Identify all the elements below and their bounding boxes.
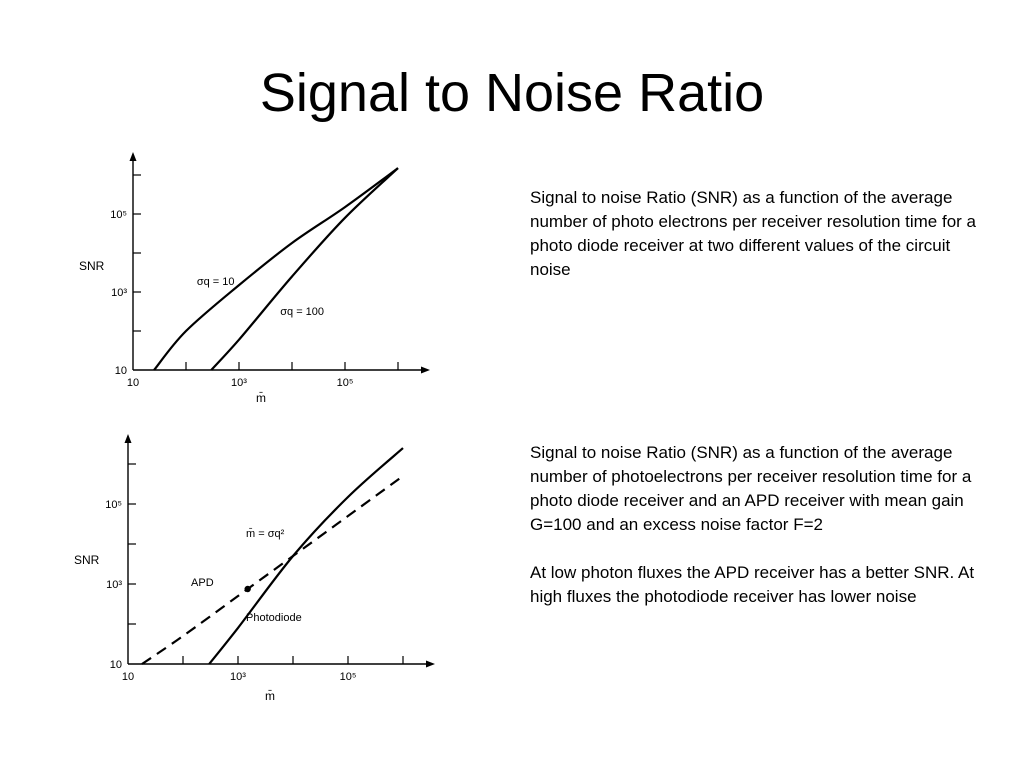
x-axis-title: m̄ — [256, 391, 266, 405]
series-apd-line — [141, 475, 404, 665]
annotation-apd: APD — [191, 577, 214, 589]
chart-apd-vs-photodiode-svg: 10 10³ 10⁵ 10 10³ 10⁵ APD Photodiode m̄ = σq² SN… — [74, 434, 435, 703]
x-axis-arrow — [426, 660, 435, 668]
x-tick-label: 10³ — [230, 671, 246, 683]
y-axis-arrow — [124, 434, 132, 443]
series-q-100-line — [210, 167, 399, 371]
x-tick-label: 10⁵ — [337, 377, 354, 389]
x-axis-arrow — [421, 366, 430, 374]
y-tick-label: 10 — [115, 365, 127, 377]
annotation-m-q: m̄ = σq² — [246, 527, 285, 540]
annotation-q-100: σq = 100 — [280, 306, 324, 318]
chart-apd-vs-photodiode: 10 10³ 10⁵ 10 10³ 10⁵ APD Photodiode m̄ = σq² SN… — [70, 432, 440, 708]
plot-layer: 10 10³ 10⁵ 10 10³ 10⁵ APD Photodiode m̄ = σq² — [105, 434, 435, 683]
y-axis-title: SNR — [74, 553, 100, 567]
slide-title: Signal to Noise Ratio — [259, 63, 765, 123]
y-tick-label: 10³ — [111, 287, 127, 299]
annotation-photodiode: Photodiode — [246, 612, 302, 624]
x-tick-label: 10 — [127, 377, 139, 389]
description-bottom: Signal to noise Ratio (SNR) as a functio… — [530, 441, 1000, 609]
y-axis-arrow — [129, 152, 137, 161]
description-top: Signal to noise Ratio (SNR) as a functio… — [530, 186, 990, 282]
chart-circuit-noise: 10 10³ 10⁵ 10 10³ 10⁵ σq = 10 σq = 100 SNR m̄ — [75, 150, 435, 410]
series-q-10-line — [153, 167, 399, 371]
x-tick-label: 10⁵ — [340, 671, 357, 683]
x-tick-label: 10³ — [231, 377, 247, 389]
annotation-q-10: σq = 10 — [197, 276, 235, 288]
description-top-text: Signal to noise Ratio (SNR) as a functio… — [530, 188, 977, 279]
y-tick-label: 10³ — [106, 579, 122, 591]
crossover-point — [244, 585, 251, 593]
series-photodiode-line — [208, 447, 404, 665]
plot-layer: 10 10³ 10⁵ 10 10³ 10⁵ σq = 10 σq = 100 — [110, 152, 430, 389]
y-tick-label: 10⁵ — [110, 209, 127, 221]
y-tick-label: 10⁵ — [105, 499, 122, 511]
y-axis-title: SNR — [79, 259, 105, 273]
y-tick-label: 10 — [110, 659, 122, 671]
x-tick-label: 10 — [122, 671, 134, 683]
description-bottom-text-1: Signal to noise Ratio (SNR) as a functio… — [530, 443, 972, 534]
chart-circuit-noise-svg: 10 10³ 10⁵ 10 10³ 10⁵ σq = 10 σq = 100 SNR m̄ — [79, 152, 430, 405]
description-bottom-text-2: At low photon fluxes the APD receiver ha… — [530, 563, 975, 606]
x-axis-title: m̄ — [265, 689, 275, 703]
